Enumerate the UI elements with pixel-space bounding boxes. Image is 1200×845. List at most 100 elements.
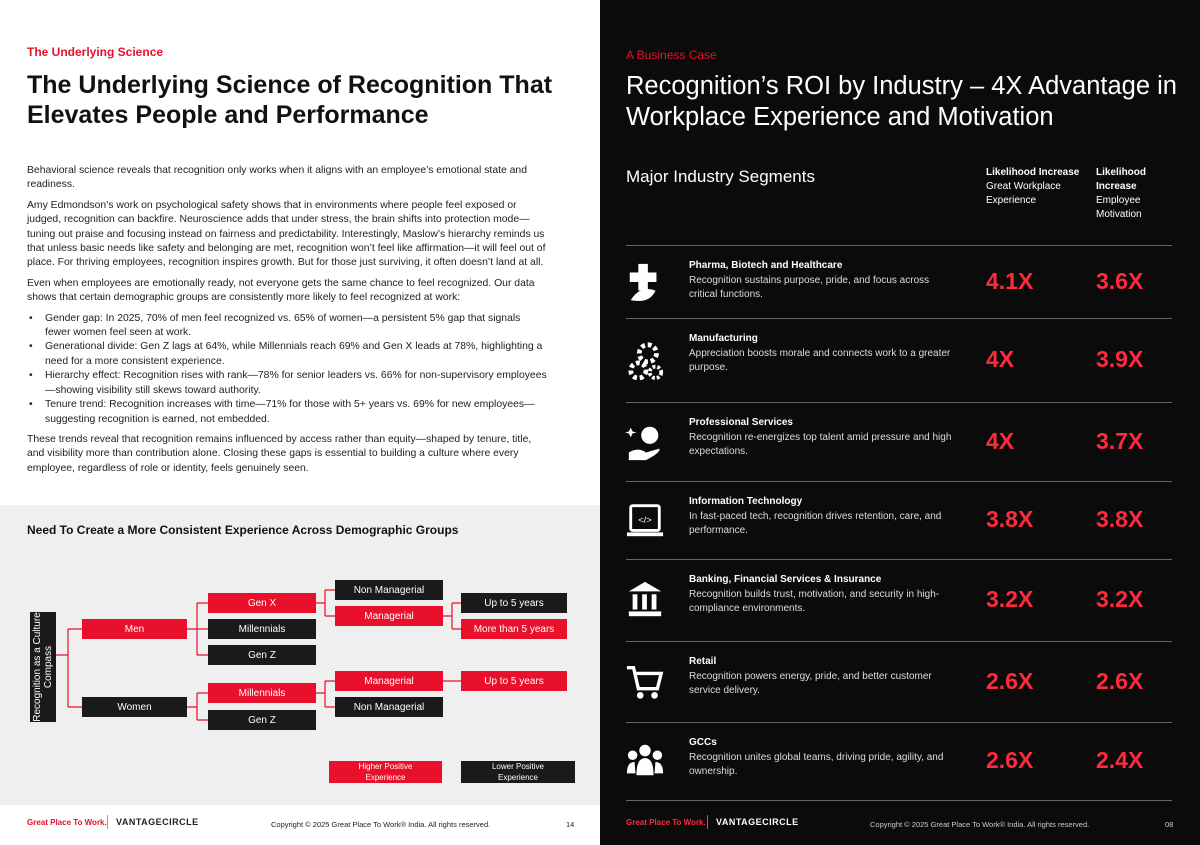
- node: Managerial: [335, 671, 443, 691]
- eyebrow: The Underlying Science: [27, 45, 164, 59]
- node: Gen Z: [208, 645, 316, 665]
- page-title: The Underlying Science of Recognition Th…: [27, 71, 553, 129]
- row-name: Manufacturing: [689, 333, 758, 344]
- page-number: 08: [1165, 820, 1174, 829]
- row-desc: Recognition powers energy, pride, and be…: [689, 671, 932, 696]
- icon: [625, 340, 665, 381]
- icon: [625, 262, 665, 302]
- svg-text:</>: </>: [638, 515, 652, 526]
- row-value: 2.6X: [986, 747, 1034, 773]
- row-desc: Recognition sustains purpose, pride, and…: [689, 275, 930, 300]
- separator: [626, 641, 1172, 642]
- diagram-title: Need To Create a More Consistent Experie…: [27, 523, 459, 537]
- legend-item: Lower Positive Experience: [461, 761, 575, 783]
- node: Managerial: [335, 606, 443, 626]
- paragraph: Even when employees are emotionally read…: [27, 277, 535, 304]
- row-name: GCCs: [689, 737, 717, 748]
- node: Millennials: [208, 619, 316, 639]
- partner-logo: VANTAGECIRCLE: [116, 817, 199, 827]
- page-number: 14: [566, 820, 575, 829]
- column-sub: Great Workplace Experience: [986, 181, 1061, 206]
- row-desc: Recognition builds trust, motivation, an…: [689, 589, 940, 614]
- row-name: Information Technology: [689, 496, 803, 507]
- row-desc: Recognition re-energizes top talent amid…: [689, 432, 952, 457]
- icon: [625, 580, 665, 620]
- row-value: 2.6X: [986, 667, 1034, 694]
- root-label: Recognition as a Culture Compass: [32, 612, 54, 722]
- row-value: 4X: [986, 346, 1015, 372]
- table: Pharma, Biotech and Healthcare Recognitio…: [600, 0, 1200, 845]
- row-name: Retail: [689, 656, 717, 667]
- bullet: Hierarchy effect: Recognition rises with…: [29, 369, 547, 398]
- bullet: Generational divide: Gen Z lags at 64%, …: [29, 340, 547, 369]
- diagram: Need To Create a More Consistent Experie…: [0, 505, 600, 805]
- node: Up to 5 years: [461, 671, 567, 691]
- column-head: Likelihood Increase: [1096, 167, 1146, 192]
- row-name: Pharma, Biotech and Healthcare: [689, 260, 843, 271]
- column-header: Likelihood Increase Great Workplace Exper…: [986, 166, 1081, 208]
- copyright: Copyright © 2025 Great Place To Work® In…: [870, 820, 1090, 829]
- divider: [107, 815, 108, 829]
- column-sub: Employee Motivation: [1096, 195, 1142, 220]
- connector: [56, 628, 82, 708]
- row-value: 2.6X: [1096, 667, 1144, 694]
- legend-item: Higher Positive Experience: [329, 761, 442, 783]
- separator: [626, 318, 1172, 319]
- column-header: Likelihood Increase Employee Motivation: [1096, 166, 1166, 222]
- row-desc: Recognition unites global teams, driving…: [689, 752, 944, 777]
- connector: [316, 589, 335, 617]
- separator: [626, 559, 1172, 560]
- column-head: Likelihood Increase: [986, 167, 1080, 178]
- eyebrow: A Business Case: [626, 48, 717, 62]
- separator: [626, 402, 1172, 403]
- row-name: Banking, Financial Services & Insurance: [689, 574, 882, 585]
- left-page: The Underlying Science The Underlying Sc…: [0, 0, 600, 845]
- separator: [626, 722, 1172, 723]
- connector: [187, 692, 208, 721]
- connector: [316, 680, 335, 708]
- right-page: A Business Case Recognition’s ROI by Ind…: [600, 0, 1200, 845]
- node: Non Managerial: [335, 697, 443, 717]
- node: Up to 5 years: [461, 593, 567, 613]
- row-value: 3.8X: [1096, 506, 1144, 532]
- row-desc: In fast-paced tech, recognition drives r…: [689, 511, 942, 536]
- brand-logo: Great Place To Work.: [27, 818, 107, 827]
- node: Gen X: [208, 593, 316, 613]
- connectors: [56, 589, 461, 721]
- bullet: Gender gap: In 2025, 70% of men feel rec…: [29, 312, 547, 341]
- copyright: Copyright © 2025 Great Place To Work® In…: [271, 820, 491, 829]
- node: Gen Z: [208, 710, 316, 730]
- brand-logo: Great Place To Work.: [626, 818, 706, 827]
- node: Men: [82, 619, 187, 639]
- row-value: 3.6X: [1096, 267, 1144, 294]
- page-title: Recognition’s ROI by Industry – 4X Advan…: [626, 72, 1177, 131]
- row-value: 2.4X: [1096, 747, 1144, 773]
- paragraph: Amy Edmondson’s work on psychological sa…: [27, 199, 546, 269]
- row-value: 3.9X: [1096, 346, 1144, 372]
- paragraph: Behavioral science reveals that recognit…: [27, 165, 527, 191]
- row-name: Professional Services: [689, 417, 793, 428]
- icon: </>: [625, 500, 665, 540]
- table-heading: Major Industry Segments: [626, 167, 815, 186]
- row-value: 3.2X: [1096, 586, 1144, 612]
- connector: [443, 602, 461, 630]
- separator: [626, 800, 1172, 801]
- partner-logo: VANTAGECIRCLE: [716, 817, 799, 827]
- node: Non Managerial: [335, 580, 443, 600]
- divider: [707, 815, 708, 829]
- separator: [626, 245, 1172, 246]
- row-value: 3.7X: [1096, 427, 1144, 454]
- body-text: Behavioral science reveals that recognit…: [27, 164, 547, 482]
- row-value: 3.8X: [986, 506, 1034, 532]
- icon: [625, 422, 665, 462]
- bullet: Tenure trend: Recognition increases with…: [29, 398, 547, 427]
- row-value: 4.1X: [986, 267, 1034, 294]
- bullet-list: Gender gap: In 2025, 70% of men feel rec…: [27, 312, 547, 427]
- root-box: Recognition as a Culture Compass: [30, 612, 56, 722]
- row-value: 4X: [986, 427, 1015, 454]
- node: More than 5 years: [461, 619, 567, 639]
- icon: [625, 662, 665, 702]
- node: Women: [82, 697, 187, 717]
- paragraph: These trends reveal that recognition rem…: [27, 433, 532, 474]
